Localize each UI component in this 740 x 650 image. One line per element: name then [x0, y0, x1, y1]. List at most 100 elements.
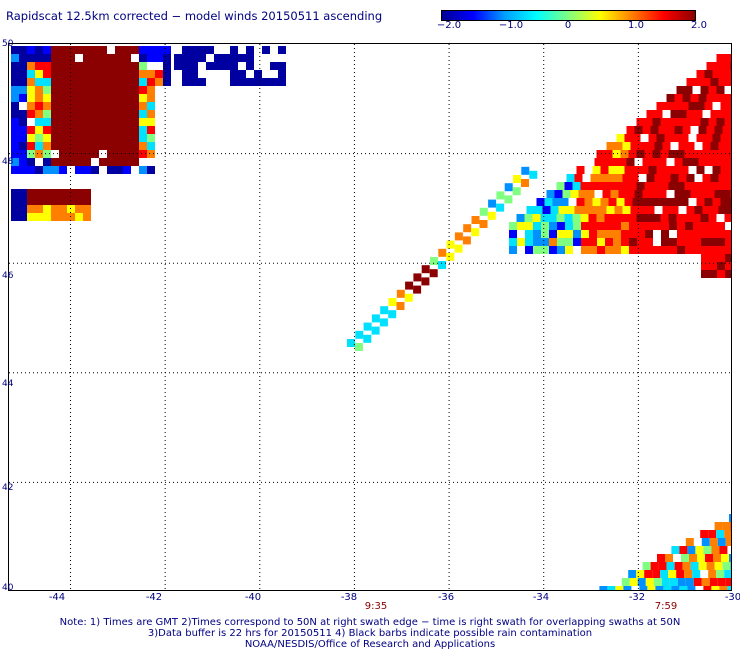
- wind-cell: [238, 70, 246, 78]
- wind-cell: [690, 158, 699, 166]
- wind-cell: [59, 213, 67, 221]
- wind-cell: [709, 538, 718, 546]
- wind-cell: [59, 118, 67, 126]
- wind-cell: [660, 570, 669, 578]
- wind-cell: [11, 110, 19, 118]
- wind-cell: [573, 230, 581, 238]
- wind-cell: [728, 102, 731, 110]
- wind-cell: [684, 118, 693, 126]
- wind-cell: [646, 206, 655, 214]
- wind-cell: [529, 170, 538, 179]
- wind-cell: [706, 62, 715, 70]
- wind-cell: [702, 78, 711, 86]
- wind-cell: [107, 102, 115, 110]
- wind-cell: [27, 197, 35, 205]
- wind-cell: [139, 126, 147, 134]
- wind-cell: [123, 62, 131, 70]
- wind-cell: [581, 238, 589, 246]
- wind-cell: [270, 78, 278, 86]
- wind-cell: [565, 238, 573, 246]
- wind-cell: [11, 166, 19, 174]
- wind-cell: [727, 586, 731, 590]
- wind-cell: [471, 228, 480, 237]
- footnote-line: 3)Data buffer is 22 hrs for 20150511 4) …: [147, 628, 593, 639]
- wind-cell: [521, 179, 529, 187]
- lon-label: -38: [340, 592, 358, 603]
- wind-cell: [663, 586, 672, 590]
- wind-cell: [91, 110, 99, 118]
- wind-cell: [479, 220, 488, 228]
- wind-cell: [662, 174, 671, 182]
- wind-cell: [27, 166, 35, 174]
- wind-cell: [576, 166, 585, 174]
- wind-cell: [698, 158, 707, 166]
- wind-cell: [107, 54, 115, 62]
- wind-cell: [724, 570, 731, 578]
- wind-cell: [594, 158, 603, 166]
- wind-cell: [131, 150, 139, 158]
- lat-label: 46: [2, 271, 14, 281]
- wind-cell: [725, 270, 731, 278]
- wind-cell: [624, 198, 633, 206]
- wind-cell: [701, 238, 709, 246]
- wind-cell: [709, 246, 717, 254]
- wind-cell: [509, 238, 517, 246]
- wind-cell: [669, 238, 677, 246]
- wind-cell: [43, 197, 51, 205]
- wind-cell: [115, 62, 123, 70]
- wind-cell: [123, 126, 131, 134]
- wind-cell: [278, 62, 286, 70]
- wind-cell: [43, 150, 51, 158]
- wind-cell: [19, 62, 27, 70]
- wind-cell: [131, 62, 139, 70]
- wind-cell: [661, 230, 669, 238]
- wind-cell: [396, 289, 405, 298]
- wind-cell: [91, 118, 99, 126]
- wind-cell: [99, 134, 107, 142]
- wind-cell: [59, 46, 67, 54]
- wind-cell: [123, 134, 131, 142]
- wind-cell: [51, 158, 59, 166]
- wind-cell: [712, 70, 721, 78]
- wind-cell: [636, 118, 645, 126]
- wind-cell: [51, 205, 59, 213]
- wind-cell: [709, 238, 717, 246]
- wind-cell: [454, 244, 463, 253]
- wind-cell: [91, 134, 99, 142]
- wind-cell: [43, 126, 51, 134]
- wind-cell: [548, 214, 557, 222]
- wind-cell: [646, 142, 655, 150]
- wind-cell: [680, 134, 689, 142]
- wind-cell: [27, 150, 35, 158]
- wind-cell: [668, 150, 677, 158]
- wind-cell: [621, 222, 629, 230]
- wind-cell: [662, 142, 671, 150]
- wind-cell: [107, 126, 115, 134]
- wind-cell: [75, 189, 83, 197]
- wind-cell: [653, 222, 661, 230]
- wind-cell: [27, 142, 35, 150]
- wind-cell: [656, 102, 665, 110]
- wind-cell: [573, 238, 581, 246]
- wind-cell: [701, 262, 709, 270]
- wind-cell: [525, 222, 533, 230]
- lon-label: -30: [724, 592, 740, 603]
- wind-cell: [714, 62, 723, 70]
- wind-cell: [83, 134, 91, 142]
- wind-cell: [720, 166, 729, 174]
- wind-cell: [650, 562, 659, 570]
- wind-cell: [363, 334, 372, 343]
- wind-cell: [83, 118, 91, 126]
- wind-cell: [700, 118, 709, 126]
- wind-cell: [608, 198, 617, 206]
- wind-cell: [139, 118, 147, 126]
- wind-cell: [562, 190, 571, 198]
- wind-cell: [634, 190, 643, 198]
- wind-cell: [43, 118, 51, 126]
- wind-cell: [11, 118, 19, 126]
- wind-cell: [704, 70, 713, 78]
- wind-cell: [624, 166, 633, 174]
- wind-cell: [91, 126, 99, 134]
- wind-cell: [674, 94, 683, 102]
- wind-cell: [51, 166, 59, 174]
